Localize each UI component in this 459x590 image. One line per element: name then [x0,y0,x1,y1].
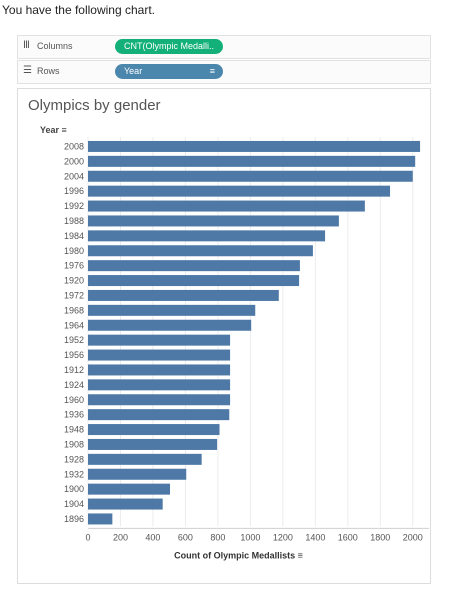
bar-1984[interactable] [88,230,326,242]
rows-icon: ☰ [23,65,32,76]
bar-1908[interactable] [88,438,218,450]
x-tick-label-1800: 1800 [370,532,390,542]
bar-2008[interactable] [88,140,421,152]
y-axis-header[interactable]: Year ≡ [40,125,67,135]
y-tick-label-1960: 1960 [64,395,84,405]
x-tick-label-400: 400 [145,532,160,542]
bar-1964[interactable] [88,319,252,331]
x-tick-label-1400: 1400 [305,532,325,542]
sort-icon[interactable]: ≡ [209,66,215,76]
y-tick-label-1936: 1936 [64,410,84,420]
bar-1976[interactable] [88,260,300,272]
y-tick-label-2004: 2004 [64,171,84,181]
y-tick-label-1928: 1928 [64,454,84,464]
y-tick-label-1992: 1992 [64,201,84,211]
columns-pill-label: CNT(Olympic Medalli.. [124,41,215,51]
rows-pill-label: Year [124,66,143,76]
bar-1900[interactable] [88,483,171,495]
bar-1924[interactable] [88,379,231,391]
x-tick-label-2000: 2000 [403,532,423,542]
intro-text: You have the following chart. [2,3,155,17]
bar-1972[interactable] [88,289,279,301]
x-axis-label[interactable]: Count of Olympic Medallists ≡ [174,550,303,560]
bar-1912[interactable] [88,364,231,376]
y-tick-label-1964: 1964 [64,320,84,330]
y-tick-label-1904: 1904 [64,499,84,509]
x-tick-label-600: 600 [178,532,193,542]
bar-1948[interactable] [88,424,220,436]
bar-1920[interactable] [88,275,300,287]
bar-2004[interactable] [88,170,413,182]
x-tick-label-0: 0 [85,532,90,542]
y-tick-label-1932: 1932 [64,469,84,479]
y-tick-label-1900: 1900 [64,484,84,494]
x-tick-label-1000: 1000 [240,532,260,542]
y-tick-label-1984: 1984 [64,231,84,241]
y-tick-label-1896: 1896 [64,514,84,524]
rows-shelf-label: Rows [37,66,60,76]
rows-shelf[interactable]: ☰ Rows Year ≡ [17,60,431,84]
bar-1992[interactable] [88,200,365,212]
bar-1960[interactable] [88,394,231,406]
bar-1968[interactable] [88,304,256,316]
y-tick-label-1948: 1948 [64,425,84,435]
bar-1956[interactable] [88,349,231,361]
y-tick-label-1908: 1908 [64,439,84,449]
bar-1988[interactable] [88,215,339,227]
y-axis-label: Year [40,125,60,135]
x-tick-label-200: 200 [113,532,128,542]
y-tick-label-2000: 2000 [64,156,84,166]
chart-container: Olympics by gender Year ≡ 2008 2000 2004 19… [17,88,431,584]
y-tick-label-1976: 1976 [64,261,84,271]
y-tick-label-1972: 1972 [64,290,84,300]
x-tick-label-1200: 1200 [273,532,293,542]
y-tick-label-1988: 1988 [64,216,84,226]
bar-2000[interactable] [88,155,416,167]
y-tick-label-1920: 1920 [64,276,84,286]
bar-1952[interactable] [88,334,231,346]
x-tick-label-1600: 1600 [338,532,358,542]
columns-icon: Ⅲ [23,40,30,51]
x-tick-label-800: 800 [210,532,225,542]
y-tick-label-2008: 2008 [64,141,84,151]
bar-1896[interactable] [88,513,113,525]
bar-chart: 2008200020041996199219881984198019761920… [64,137,429,560]
bar-1996[interactable] [88,185,391,197]
columns-shelf-label: Columns [37,41,73,51]
y-tick-label-1980: 1980 [64,246,84,256]
sort-descending-icon: ≡ [61,125,67,135]
bar-1932[interactable] [88,468,187,480]
y-tick-label-1952: 1952 [64,335,84,345]
y-tick-label-1996: 1996 [64,186,84,196]
bar-1980[interactable] [88,245,313,257]
bar-1904[interactable] [88,498,163,510]
bar-1936[interactable] [88,409,230,421]
bar-1928[interactable] [88,453,202,465]
chart-title: Olympics by gender [28,97,161,114]
y-tick-label-1968: 1968 [64,305,84,315]
y-tick-label-1912: 1912 [64,365,84,375]
rows-pill[interactable]: Year ≡ [115,64,223,79]
y-tick-label-1956: 1956 [64,350,84,360]
columns-shelf[interactable]: Ⅲ Columns CNT(Olympic Medalli.. [17,35,431,59]
columns-pill[interactable]: CNT(Olympic Medalli.. [115,39,223,54]
y-tick-label-1924: 1924 [64,380,84,390]
